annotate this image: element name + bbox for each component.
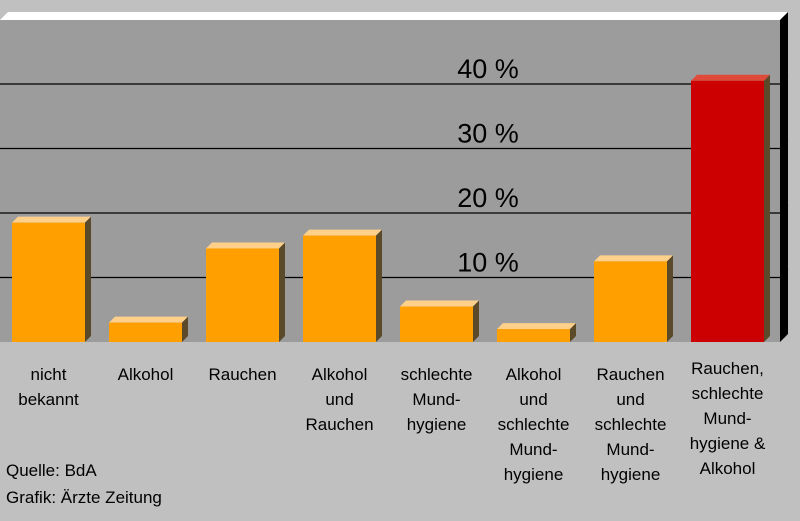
bar-side-face [279,242,285,342]
y-tick-label: 30 % [457,119,519,149]
bar-front-face [109,322,182,342]
grid-line-depth [779,269,789,278]
bar-top-face [691,74,770,81]
bar-side-face [667,255,673,342]
bar-side-face [376,229,382,342]
x-axis-label: schlechte Mund- hygiene [400,365,473,434]
x-axis-label: Rauchen und schlechte Mund- hygiene [594,365,667,484]
bar-front-face [206,248,279,342]
bar-top-face [303,229,382,236]
y-tick-labels: 10 % 20 % 30 % 40 % [457,54,519,278]
bar-top-face [206,242,285,249]
bar [594,255,673,342]
bar-top-face [594,255,673,262]
grid-line-depth [779,140,789,149]
bar [12,216,91,342]
bar-front-face [497,329,570,342]
bar-side-face [764,74,770,343]
bar [497,323,576,342]
bar-front-face [400,306,473,342]
bar-front-face [594,261,667,342]
x-axis-label: nicht bekannt [18,365,79,409]
bar [206,242,285,342]
bars [12,74,770,343]
plot-box-top-face [0,12,788,20]
bar-side-face [85,216,91,342]
y-tick-label: 10 % [457,248,519,278]
bar-side-face [182,316,188,342]
bar-top-face [109,316,188,323]
x-axis-label: Alkohol und Rauchen [305,365,374,434]
grid-line-depth [779,75,789,85]
bar-side-face [473,300,479,342]
x-axis-label: Rauchen, schlechte Mund- hygiene & Alkoh… [689,359,766,478]
bar-front-face [691,80,764,343]
bar-top-face [497,323,576,330]
y-tick-label: 20 % [457,183,519,213]
bar [109,316,188,342]
x-axis-label: Alkohol und schlechte Mund- hygiene [497,365,570,484]
plot-box-right-face [780,12,788,342]
bar-front-face [12,222,85,342]
bar-front-face [303,235,376,342]
source-line: Quelle: BdA [6,461,97,480]
x-axis-label: Rauchen [208,365,277,384]
bar [691,74,770,343]
credit-line: Grafik: Ärzte Zeitung [6,488,162,507]
x-axis-label: Alkohol [117,365,174,384]
bar [303,229,382,342]
y-tick-label: 40 % [457,54,519,84]
grid-line-depth [779,204,789,214]
bar [400,300,479,342]
bar-side-face [570,323,576,342]
bar-top-face [400,300,479,307]
bar-top-face [12,216,91,223]
